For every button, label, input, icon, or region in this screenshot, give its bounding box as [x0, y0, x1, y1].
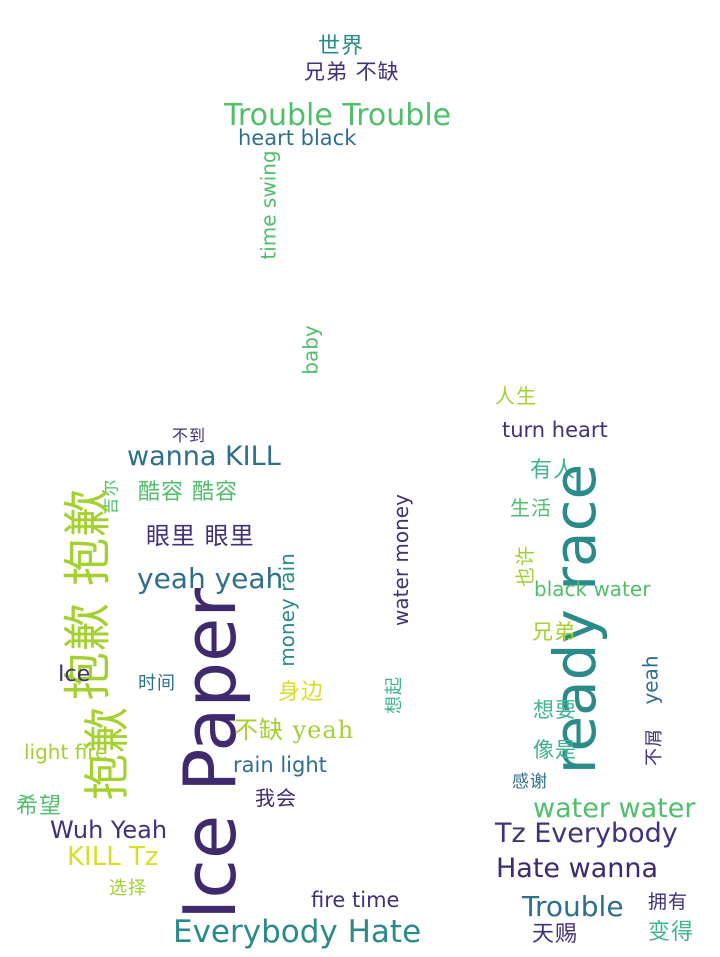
word-budao: 不到	[172, 426, 207, 445]
word-xiangqi: 想起	[384, 676, 405, 714]
word-yanli-yanli: 眼里 眼里	[146, 522, 255, 550]
word-yeah: yeah	[638, 655, 663, 705]
word-time-swing: time swing	[256, 150, 281, 260]
word-shenghuo: 生活	[510, 496, 552, 520]
word-tianci: 天赐	[532, 922, 579, 947]
word-everybody-hate: Everybody Hate	[173, 914, 422, 950]
word-biande: 变得	[648, 920, 695, 945]
word-shijie: 世界	[318, 34, 365, 59]
word-tz-everybody: Tz Everybody	[495, 818, 678, 849]
word-xiongdi-buque: 兄弟 不缺	[304, 60, 400, 84]
word-heart-black: heart black	[238, 126, 357, 150]
word-xiangyao: 想要	[533, 698, 577, 722]
word-money-rain: money rain	[274, 553, 299, 667]
word-ganxie: 感谢	[512, 772, 548, 792]
word-xiongdi: 兄弟	[532, 620, 576, 644]
word-kill-tz: KILL Tz	[67, 842, 159, 872]
word-water-water: water water	[533, 793, 696, 824]
word-youren: 有人	[530, 458, 577, 483]
word-yeah-yeah: yeah yeah	[137, 562, 284, 595]
word-rensheng: 人生	[495, 384, 537, 408]
word-kurong-kurong: 酷容 酷容	[138, 480, 238, 505]
word-buxie: 不屑	[644, 728, 665, 766]
word-water-money: water money	[388, 494, 413, 626]
word-wanna-kill: wanna KILL	[127, 441, 281, 472]
word-buque-yeah: 不缺 yeah	[234, 716, 355, 744]
word-light-fire: light fire	[24, 740, 108, 764]
word-xuanze: 选择	[109, 878, 147, 899]
word-rain-light: rain light	[233, 753, 327, 777]
word-turn-heart: turn heart	[502, 418, 608, 442]
word-wohui: 我会	[255, 786, 297, 810]
word-baby: baby	[298, 325, 323, 375]
word-trouble: Trouble	[522, 890, 624, 923]
word-yexu: 也许	[513, 545, 537, 587]
word-wuh-yeah: Wuh Yeah	[50, 816, 168, 844]
word-trouble-trouble: Trouble Trouble	[224, 98, 452, 133]
word-ready-race: ready race	[541, 463, 610, 775]
word-shijian: 时间	[138, 673, 176, 694]
word-yongyou: 拥有	[648, 891, 689, 913]
word-black-water: black water	[534, 577, 651, 601]
word-fire-time: fire time	[311, 888, 400, 912]
word-ice: Ice	[58, 662, 91, 687]
word-xiangshi: 像是	[533, 738, 577, 762]
word-hate-wanna: Hate wanna	[496, 853, 659, 884]
word-xiwang: 希望	[16, 794, 63, 819]
word-shenbian: 身边	[278, 680, 325, 705]
